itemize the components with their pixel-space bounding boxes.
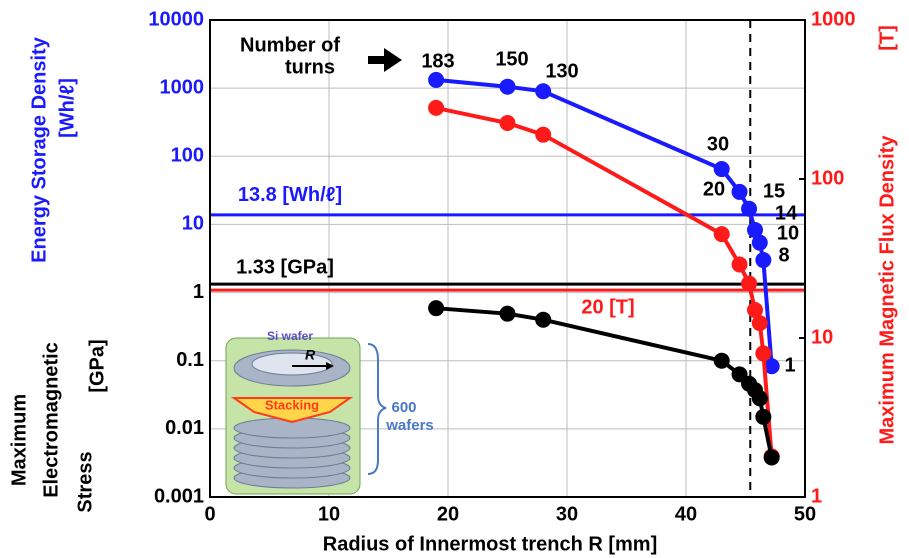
trench bbox=[251, 352, 333, 376]
data-point bbox=[535, 83, 552, 100]
data-point bbox=[499, 305, 516, 322]
data-point bbox=[535, 126, 552, 143]
y2-axis-label: Maximum Magnetic Flux Density bbox=[876, 135, 898, 445]
y-axis-label: Electromagnetic bbox=[40, 342, 62, 498]
y-tick-label: 10 bbox=[182, 213, 204, 235]
data-point bbox=[428, 71, 445, 88]
turns-label: 30 bbox=[707, 133, 729, 155]
turns-label: 15 bbox=[763, 180, 785, 202]
turns-label: 20 bbox=[703, 178, 725, 200]
brace bbox=[367, 343, 387, 475]
reference-label: 1.33 [GPa] bbox=[236, 256, 334, 278]
inset-label: Si wafer bbox=[267, 329, 313, 343]
data-point bbox=[713, 161, 730, 178]
turns-label: 150 bbox=[495, 48, 528, 70]
data-point bbox=[741, 200, 758, 217]
x-tick-label: 30 bbox=[556, 503, 578, 525]
y-axis-label: [Wh/ℓ] bbox=[56, 78, 78, 138]
x-tick-label: 10 bbox=[318, 503, 340, 525]
inset-label: wafers bbox=[385, 417, 434, 434]
annotation: Number of bbox=[240, 34, 340, 56]
data-point bbox=[763, 449, 780, 466]
turns-label: 183 bbox=[421, 50, 454, 72]
turns-label: 130 bbox=[545, 60, 578, 82]
data-point bbox=[731, 183, 748, 200]
data-point bbox=[731, 256, 748, 273]
data-point bbox=[428, 300, 445, 317]
data-point bbox=[747, 221, 764, 238]
data-point bbox=[755, 252, 772, 269]
y2-axis-label: [T] bbox=[876, 25, 898, 51]
x-tick-label: 50 bbox=[794, 503, 816, 525]
turns-label: 8 bbox=[778, 244, 789, 266]
x-tick-label: 20 bbox=[437, 503, 459, 525]
radius-arrowhead bbox=[326, 362, 334, 370]
data-point bbox=[499, 78, 516, 95]
turns-label: 14 bbox=[775, 202, 798, 224]
inset-label: Stacking bbox=[265, 397, 319, 412]
data-point bbox=[741, 275, 758, 292]
series-line bbox=[435, 306, 774, 458]
plot-frame bbox=[209, 19, 806, 498]
y-axis-label: Stress bbox=[74, 451, 96, 512]
x-tick-label: 40 bbox=[675, 503, 697, 525]
data-point bbox=[755, 345, 772, 362]
y2-tick-label: 100 bbox=[811, 167, 844, 189]
y-tick-label: 1 bbox=[193, 281, 204, 303]
x-tick-label: 0 bbox=[204, 503, 215, 525]
y-axis-label: [GPa] bbox=[86, 339, 108, 392]
data-point bbox=[755, 408, 772, 425]
stacking-arrow bbox=[230, 397, 354, 424]
y-tick-label: 0.1 bbox=[176, 349, 204, 371]
x-axis-label: Radius of Innermost trench R [mm] bbox=[323, 533, 657, 555]
inset-label: 600 bbox=[391, 399, 416, 416]
data-point bbox=[747, 302, 764, 319]
y-tick-label: 10000 bbox=[148, 8, 204, 30]
data-point bbox=[713, 352, 730, 369]
inset-label: R bbox=[305, 347, 316, 363]
data-point bbox=[763, 358, 780, 375]
data-point bbox=[428, 99, 445, 116]
annotation-arrow bbox=[368, 48, 402, 72]
y-axis-label: Maximum bbox=[8, 394, 30, 486]
annotation: turns bbox=[285, 56, 335, 78]
data-point bbox=[751, 315, 768, 332]
data-point bbox=[499, 115, 516, 132]
y2-tick-label: 1 bbox=[811, 485, 822, 507]
y2-tick-label: 1000 bbox=[811, 8, 856, 30]
reference-label: 13.8 [Wh/ℓ] bbox=[238, 184, 342, 206]
data-point bbox=[751, 234, 768, 251]
turns-label: 10 bbox=[777, 222, 799, 244]
y-tick-label: 100 bbox=[171, 145, 204, 167]
data-point bbox=[713, 226, 730, 243]
turns-label: 1 bbox=[784, 354, 795, 376]
reference-label: 20 [T] bbox=[581, 296, 634, 318]
data-point bbox=[535, 311, 552, 328]
y-tick-label: 1000 bbox=[160, 76, 205, 98]
data-point bbox=[751, 390, 768, 407]
series-line bbox=[435, 105, 774, 457]
series-line bbox=[435, 77, 774, 367]
y-axis-label: Energy Storage Density bbox=[28, 36, 50, 263]
y-tick-label: 0.001 bbox=[154, 485, 204, 507]
y2-tick-label: 10 bbox=[811, 326, 833, 348]
y-tick-label: 0.01 bbox=[165, 417, 204, 439]
